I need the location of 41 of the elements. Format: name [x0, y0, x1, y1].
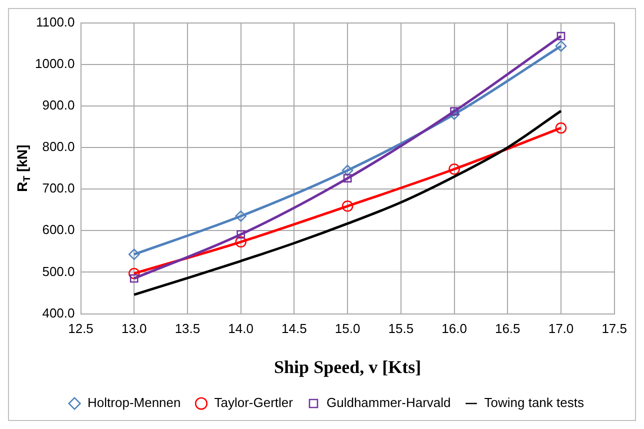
x-axis-title: Ship Speed, v [Kts] [274, 356, 422, 377]
y-tick-label: 1100.0 [36, 14, 75, 30]
legend-label: Taylor-Gertler [214, 395, 294, 410]
x-tick-label: 14.0 [228, 321, 254, 336]
legend-label: Towing tank tests [484, 395, 584, 410]
point [342, 200, 354, 212]
point [556, 32, 566, 40]
x-tick-label: 17.5 [602, 321, 628, 336]
point [448, 163, 460, 175]
point [128, 268, 140, 280]
point [555, 40, 567, 52]
point [235, 210, 246, 222]
point [130, 274, 138, 283]
y-tick-label: 800.0 [42, 139, 75, 154]
point [343, 174, 352, 182]
x-tick-label: 16.5 [494, 321, 520, 336]
point [450, 107, 458, 116]
x-tick-label: 15.0 [334, 321, 360, 336]
legend-label: Guldhammer-Harvald [326, 395, 451, 410]
y-tick-label: 500.0 [42, 264, 75, 279]
point [342, 164, 354, 176]
line-series [132, 110, 562, 296]
point [448, 108, 460, 120]
y-tick-label: 900.0 [42, 98, 75, 113]
x-tick-label: 17.0 [548, 321, 574, 336]
y-tick-label: 400.0 [42, 305, 75, 320]
x-tick-label: 14.5 [282, 321, 307, 336]
x-tick-label: 13.0 [121, 321, 147, 336]
x-tick-label: 15.5 [388, 321, 414, 336]
x-tick-label: 13.5 [174, 321, 200, 336]
y-tick-label: 1000.0 [34, 56, 75, 71]
point [555, 122, 567, 134]
x-tick-label: 16.0 [442, 321, 467, 336]
y-axis-title: RT [kN] [14, 144, 33, 192]
x-tick-label: 12.5 [68, 321, 94, 336]
point [236, 230, 246, 239]
point [128, 248, 140, 260]
point [235, 236, 246, 248]
y-tick-label: 600.0 [42, 222, 75, 238]
y-tick-label: 700.0 [42, 180, 75, 196]
legend-label: Holtrop-Mennen [88, 395, 181, 410]
